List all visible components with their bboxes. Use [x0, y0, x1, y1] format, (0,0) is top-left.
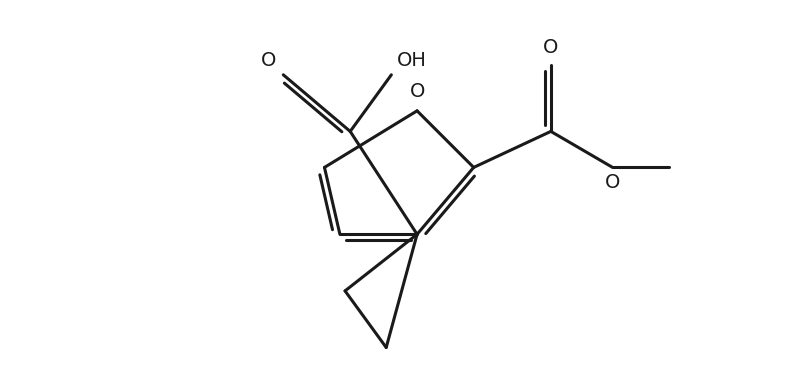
Text: OH: OH: [396, 51, 427, 70]
Text: O: O: [261, 51, 276, 70]
Text: O: O: [409, 82, 425, 100]
Text: O: O: [543, 38, 558, 57]
Text: O: O: [605, 173, 620, 191]
